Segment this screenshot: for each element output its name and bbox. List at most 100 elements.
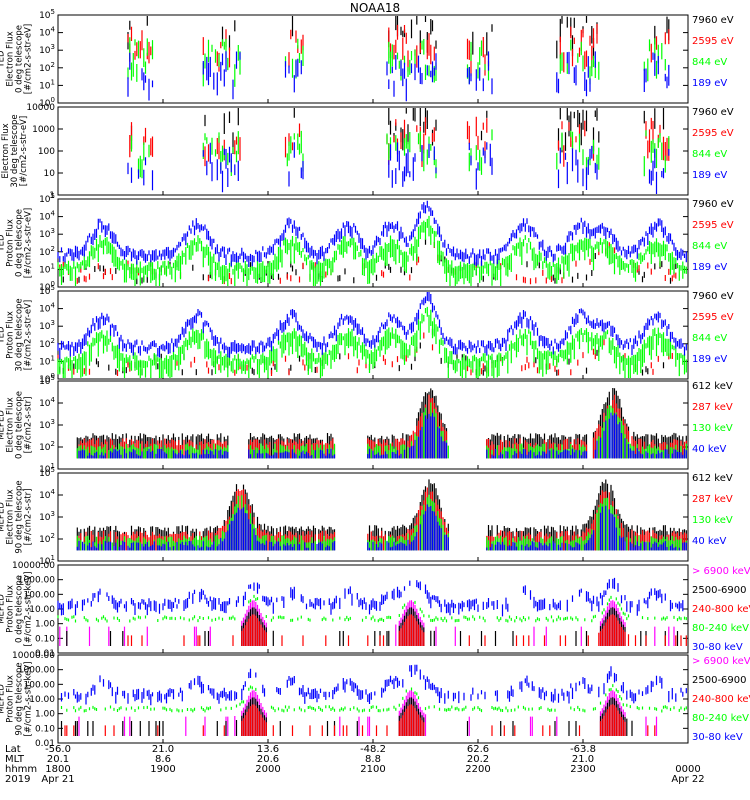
legend-entry: > 6900 keV [692,656,750,667]
y-axis-label-line: Electron Flux [1,123,11,178]
y-axis-label: TED Electron Flux 0 deg telescope [#/cm2-s-… [0,24,34,94]
series-trace [60,238,677,285]
x-row-label: Lat [5,744,21,755]
x-tick-label: 21.0 [572,754,594,765]
x-tick-label: 2300 [570,764,595,775]
y-axis-label-line: Electron Flux [6,489,16,544]
y-tick-label: 10000 [26,103,55,113]
legend-entry: 80-240 keV [692,623,749,634]
legend-entry: > 6900 keV [692,566,750,577]
y-tick-label: 104 [39,302,55,315]
panel-1: TED Electron Flux 0 deg telescope [#/cm2-s-… [0,8,734,109]
y-tick-label: 102 [39,532,55,545]
x-tick-label: -63.8 [570,744,596,755]
chart-title: NOAA18 [349,1,401,15]
panel-2: Electron Flux 30 deg telescope [#/cm2-s-st… [1,103,734,201]
legend-entry: 7960 eV [692,15,734,26]
x-tick-label: 62.6 [467,744,489,755]
y-tick-label: 10 [44,169,56,179]
legend-entry: 189 eV [692,262,727,273]
y-axis-label-line: [#/cm2-s-str-eV] [24,24,34,94]
y-tick-label: 104 [39,210,55,223]
x-tick-label: -56.0 [45,744,71,755]
y-tick-label: 1 [49,191,55,201]
y-tick-label: 101 [39,354,55,367]
legend-entry: 287 keV [692,402,733,413]
y-tick-label: 1000.00 [18,666,55,676]
series-4-2 [57,332,673,376]
series-trace [57,577,684,617]
y-tick-label: 1.00 [35,710,55,720]
y-tick-label: 103 [39,319,55,332]
panel-frame [57,564,689,654]
series-trace [127,614,687,646]
y-tick-label: 102 [39,245,55,258]
series-trace [64,704,656,736]
series-7-2 [66,607,679,646]
y-axis-label-line: TED [0,50,7,69]
y-axis-label-line: 0 deg telescope [15,209,25,277]
legend-entry: 80-240 keV [692,713,749,724]
series-7-1 [59,600,675,646]
series-trace [57,306,687,378]
series-8-5 [60,664,687,706]
series-3-4 [57,200,687,267]
y-axis-label-line: 0 deg telescope [15,391,25,459]
series-trace [59,600,675,646]
y-axis-label-line: Electron Flux [6,397,16,452]
y-tick-label: 102 [39,440,55,453]
series-trace [60,664,687,706]
y-tick-label: 1.00 [35,620,55,630]
y-tick-label: 105 [39,192,55,205]
y-tick-label: 1000 [32,125,55,135]
y-tick-label: 10000.00 [12,651,55,661]
legend-entry: 189 eV [692,78,727,89]
y-tick-label: 0.01 [35,739,55,749]
x-tick-label: Apr 21 [41,774,74,785]
y-tick-label: 104 [39,488,55,501]
x-tick-label: Apr 22 [671,774,704,785]
y-tick-label: 101 [39,262,55,275]
y-tick-label: 102 [39,61,55,74]
panel-6: MEPED Electron Flux 90 deg telescope [#/cm2… [0,466,733,567]
y-axis-label-line: MEPED [0,594,7,624]
y-axis-label-line: [#/cm2-s-str-eV] [24,208,34,278]
y-axis-label: MEPED Electron Flux 0 deg telescope [#/cm2-… [0,391,34,459]
legend-entry: 30-80 keV [692,642,743,653]
legend-entry: 40 keV [692,536,726,547]
y-axis-label-line: [#/cm2-s-str-eV] [24,300,34,370]
legend-entry: 844 eV [692,241,727,252]
x-tick-label: 20.2 [467,754,489,765]
series-trace [127,51,670,102]
y-axis-label-line: 30 deg telescope [10,114,20,187]
series-trace [57,594,687,623]
legend-entry: 844 eV [692,149,727,160]
y-tick-label: 100.00 [24,680,56,690]
y-axis-label-line: Electron Flux [6,31,16,86]
y-tick-label: 100.00 [24,590,56,600]
x-tick-label: 20.1 [47,754,69,765]
y-axis-label-line: 90 deg telescope [15,662,25,735]
legend-entry: 7960 eV [692,107,734,118]
legend-entry: 2595 eV [692,220,734,231]
y-axis-label: TED Proton Flux 30 deg telescope [#/cm2-s-s… [0,298,34,371]
x-tick-label: 8.6 [155,754,171,765]
series-trace [66,607,679,646]
legend-entry: 40 keV [692,444,726,455]
series-trace [57,200,687,267]
y-axis-label-line: [#/cm2-s-str-keV] [24,572,34,647]
y-axis-label: TED Proton Flux 0 deg telescope [#/cm2-s-st… [0,208,34,278]
y-axis-label-line: MEPED [0,410,7,440]
y-axis-label-line: 90 deg telescope [15,480,25,553]
y-axis-label-line: 0 deg telescope [15,575,25,643]
series-4-3 [57,306,687,378]
legend-entry: 189 eV [692,170,727,181]
y-tick-label: 103 [39,510,55,523]
x-tick-label: 21.0 [152,744,174,755]
y-axis-label-line: MEPED [0,502,7,532]
legend-entry: 844 eV [692,333,727,344]
series-7-4 [57,594,687,623]
legend-entry: 612 keV [692,473,733,484]
y-axis-label-line: [#/cm2-s-str-keV] [24,662,34,737]
y-axis-label-line: TED [0,234,7,253]
